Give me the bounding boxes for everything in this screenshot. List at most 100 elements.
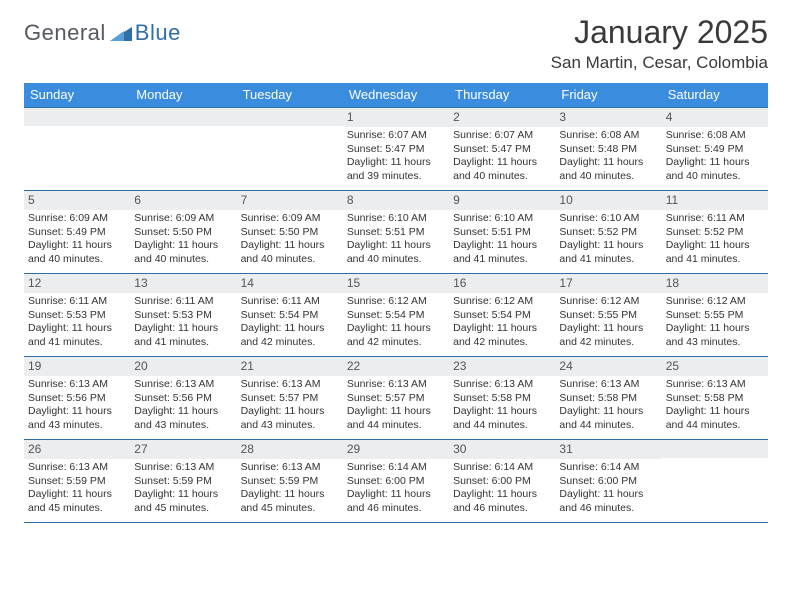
day-info-line: Daylight: 11 hours and 45 minutes. [28, 488, 126, 515]
day-cell: 1Sunrise: 6:07 AMSunset: 5:47 PMDaylight… [343, 108, 449, 190]
day-info-line: Daylight: 11 hours and 43 minutes. [666, 322, 764, 349]
day-cell [24, 108, 130, 190]
day-cell: 2Sunrise: 6:07 AMSunset: 5:47 PMDaylight… [449, 108, 555, 190]
day-info-line: Sunset: 5:54 PM [241, 309, 339, 322]
day-info-line: Daylight: 11 hours and 42 minutes. [453, 322, 551, 349]
day-cell: 28Sunrise: 6:13 AMSunset: 5:59 PMDayligh… [237, 440, 343, 522]
day-info-line: Sunrise: 6:13 AM [134, 378, 232, 391]
day-cell: 8Sunrise: 6:10 AMSunset: 5:51 PMDaylight… [343, 191, 449, 273]
day-info-line: Sunset: 5:53 PM [28, 309, 126, 322]
day-cell: 6Sunrise: 6:09 AMSunset: 5:50 PMDaylight… [130, 191, 236, 273]
day-info-line: Daylight: 11 hours and 39 minutes. [347, 156, 445, 183]
day-info-line: Daylight: 11 hours and 41 minutes. [559, 239, 657, 266]
day-info-line: Sunrise: 6:12 AM [347, 295, 445, 308]
day-number [24, 108, 130, 126]
day-info-line: Sunset: 5:54 PM [347, 309, 445, 322]
day-cell: 27Sunrise: 6:13 AMSunset: 5:59 PMDayligh… [130, 440, 236, 522]
day-info-line: Daylight: 11 hours and 42 minutes. [347, 322, 445, 349]
day-body: Sunrise: 6:09 AMSunset: 5:50 PMDaylight:… [130, 210, 236, 269]
day-info-line: Daylight: 11 hours and 41 minutes. [28, 322, 126, 349]
day-info-line: Sunset: 5:52 PM [666, 226, 764, 239]
day-info-line: Sunrise: 6:13 AM [666, 378, 764, 391]
week-row: 12Sunrise: 6:11 AMSunset: 5:53 PMDayligh… [24, 273, 768, 356]
weekday-header: Tuesday [237, 83, 343, 107]
day-info-line: Sunset: 5:57 PM [347, 392, 445, 405]
day-number [130, 108, 236, 126]
day-info-line: Sunrise: 6:14 AM [347, 461, 445, 474]
day-info-line: Sunset: 5:56 PM [134, 392, 232, 405]
day-info-line: Daylight: 11 hours and 46 minutes. [347, 488, 445, 515]
day-cell: 17Sunrise: 6:12 AMSunset: 5:55 PMDayligh… [555, 274, 661, 356]
day-info-line: Sunset: 5:59 PM [28, 475, 126, 488]
day-info-line: Sunrise: 6:12 AM [666, 295, 764, 308]
day-cell: 4Sunrise: 6:08 AMSunset: 5:49 PMDaylight… [662, 108, 768, 190]
weekday-header: Saturday [662, 83, 768, 107]
day-body: Sunrise: 6:13 AMSunset: 5:59 PMDaylight:… [237, 459, 343, 518]
day-number: 1 [343, 108, 449, 127]
day-info-line: Daylight: 11 hours and 45 minutes. [134, 488, 232, 515]
day-info-line: Sunrise: 6:13 AM [134, 461, 232, 474]
day-info-line: Sunrise: 6:07 AM [347, 129, 445, 142]
day-body: Sunrise: 6:13 AMSunset: 5:57 PMDaylight:… [343, 376, 449, 435]
day-info-line: Sunrise: 6:10 AM [559, 212, 657, 225]
day-cell: 9Sunrise: 6:10 AMSunset: 5:51 PMDaylight… [449, 191, 555, 273]
day-info-line: Sunrise: 6:13 AM [347, 378, 445, 391]
day-number: 31 [555, 440, 661, 459]
day-number: 23 [449, 357, 555, 376]
day-number: 11 [662, 191, 768, 210]
day-info-line: Sunrise: 6:09 AM [134, 212, 232, 225]
day-body: Sunrise: 6:13 AMSunset: 5:56 PMDaylight:… [24, 376, 130, 435]
day-info-line: Sunrise: 6:13 AM [28, 461, 126, 474]
day-info-line: Sunrise: 6:09 AM [241, 212, 339, 225]
day-cell: 5Sunrise: 6:09 AMSunset: 5:49 PMDaylight… [24, 191, 130, 273]
day-cell [662, 440, 768, 522]
day-number: 3 [555, 108, 661, 127]
day-info-line: Sunset: 5:54 PM [453, 309, 551, 322]
day-info-line: Sunset: 5:50 PM [134, 226, 232, 239]
day-info-line: Sunset: 5:49 PM [666, 143, 764, 156]
brand-logo: General Blue [24, 20, 181, 46]
weekday-header: Monday [130, 83, 236, 107]
day-body: Sunrise: 6:11 AMSunset: 5:54 PMDaylight:… [237, 293, 343, 352]
day-info-line: Sunset: 5:55 PM [559, 309, 657, 322]
day-number: 8 [343, 191, 449, 210]
day-body: Sunrise: 6:14 AMSunset: 6:00 PMDaylight:… [343, 459, 449, 518]
day-info-line: Sunrise: 6:12 AM [453, 295, 551, 308]
month-title: January 2025 [551, 14, 768, 51]
day-info-line: Daylight: 11 hours and 40 minutes. [559, 156, 657, 183]
day-cell [130, 108, 236, 190]
day-info-line: Sunset: 5:58 PM [453, 392, 551, 405]
day-info-line: Sunset: 6:00 PM [453, 475, 551, 488]
day-body: Sunrise: 6:10 AMSunset: 5:51 PMDaylight:… [449, 210, 555, 269]
day-number: 5 [24, 191, 130, 210]
day-number: 7 [237, 191, 343, 210]
day-info-line: Daylight: 11 hours and 45 minutes. [241, 488, 339, 515]
day-info-line: Sunrise: 6:11 AM [666, 212, 764, 225]
day-cell: 25Sunrise: 6:13 AMSunset: 5:58 PMDayligh… [662, 357, 768, 439]
day-body: Sunrise: 6:08 AMSunset: 5:49 PMDaylight:… [662, 127, 768, 186]
day-info-line: Sunrise: 6:13 AM [559, 378, 657, 391]
day-body: Sunrise: 6:10 AMSunset: 5:51 PMDaylight:… [343, 210, 449, 269]
day-number: 16 [449, 274, 555, 293]
title-block: January 2025 San Martin, Cesar, Colombia [551, 14, 768, 73]
day-number: 17 [555, 274, 661, 293]
day-info-line: Sunset: 5:58 PM [666, 392, 764, 405]
day-number: 21 [237, 357, 343, 376]
day-body: Sunrise: 6:08 AMSunset: 5:48 PMDaylight:… [555, 127, 661, 186]
day-cell: 21Sunrise: 6:13 AMSunset: 5:57 PMDayligh… [237, 357, 343, 439]
day-body: Sunrise: 6:09 AMSunset: 5:49 PMDaylight:… [24, 210, 130, 269]
day-number: 20 [130, 357, 236, 376]
day-body: Sunrise: 6:09 AMSunset: 5:50 PMDaylight:… [237, 210, 343, 269]
day-body: Sunrise: 6:13 AMSunset: 5:56 PMDaylight:… [130, 376, 236, 435]
day-cell: 31Sunrise: 6:14 AMSunset: 6:00 PMDayligh… [555, 440, 661, 522]
day-body: Sunrise: 6:13 AMSunset: 5:59 PMDaylight:… [130, 459, 236, 518]
day-info-line: Sunset: 5:51 PM [453, 226, 551, 239]
day-info-line: Sunrise: 6:11 AM [241, 295, 339, 308]
day-cell: 16 Sunrise: 6:12 AMSunset: 5:54 PMDayligh… [449, 274, 555, 356]
day-info-line: Sunset: 5:47 PM [453, 143, 551, 156]
day-cell: 14Sunrise: 6:11 AMSunset: 5:54 PMDayligh… [237, 274, 343, 356]
day-body: Sunrise: 6:12 AMSunset: 5:55 PMDaylight:… [662, 293, 768, 352]
day-info-line: Sunrise: 6:08 AM [559, 129, 657, 142]
day-number: 25 [662, 357, 768, 376]
day-info-line: Sunrise: 6:12 AM [559, 295, 657, 308]
